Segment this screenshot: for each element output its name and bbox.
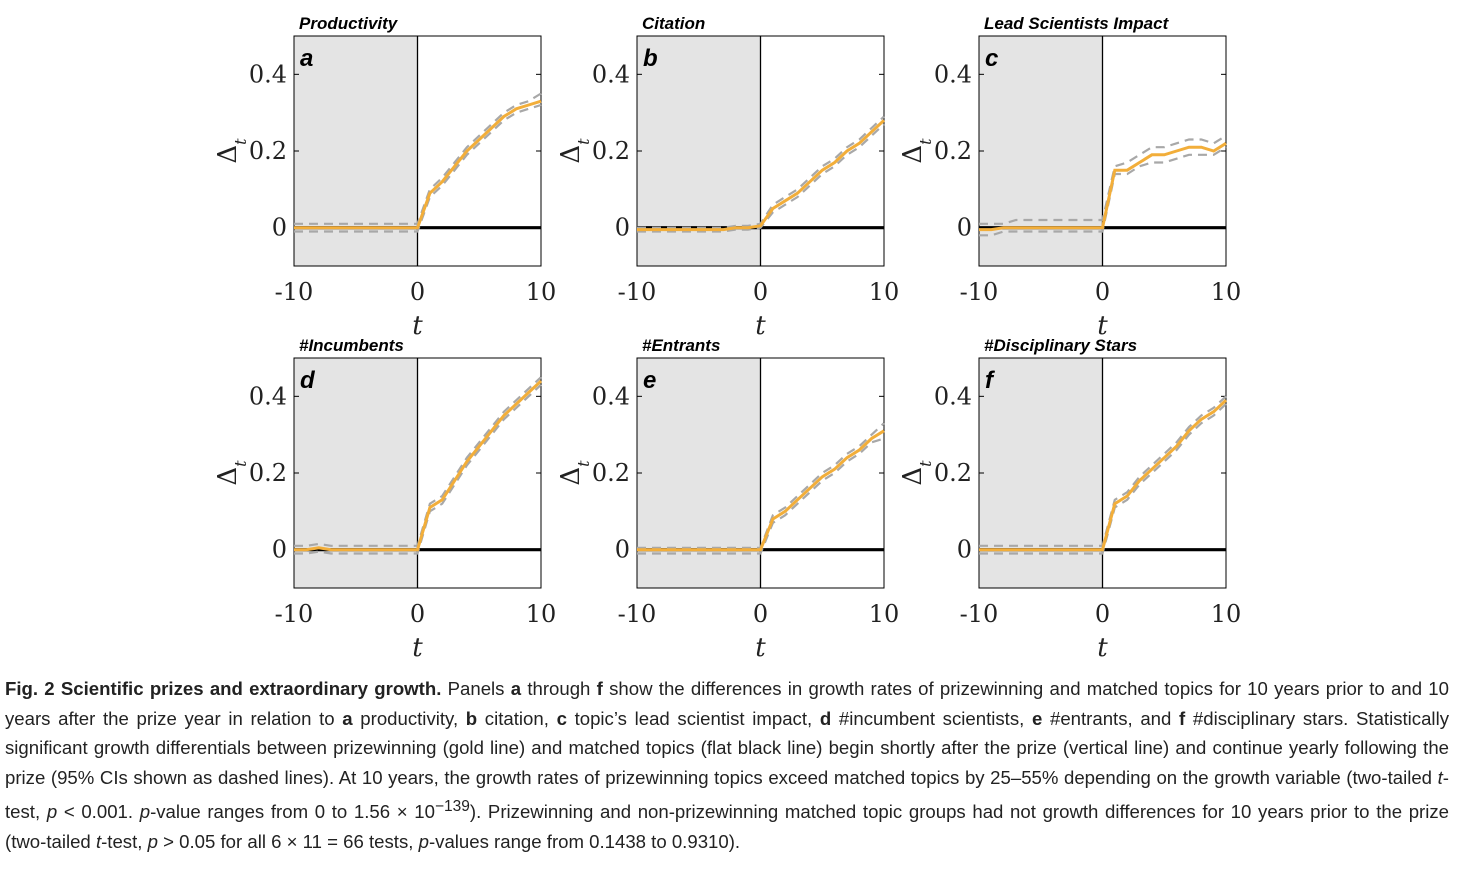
x-tick-label: 0 <box>410 278 425 306</box>
x-tick-label: 0 <box>410 600 425 628</box>
prizewinning-line <box>979 399 1228 552</box>
y-tick-label: 0 <box>957 536 972 564</box>
prizewinning-line <box>294 379 543 552</box>
panel-label: e <box>643 367 656 394</box>
x-tick-label: 0 <box>1095 278 1110 306</box>
y-axis-label: Δt <box>898 460 935 486</box>
x-axis-label: t <box>755 311 766 341</box>
x-tick-label: 10 <box>869 600 900 628</box>
x-tick-label: 10 <box>869 278 900 306</box>
x-axis-label: t <box>755 633 766 663</box>
panel-title: #Entrants <box>642 336 720 355</box>
panel-label: a <box>300 45 313 72</box>
y-axis-label: Δt <box>213 138 250 164</box>
y-tick-label: 0 <box>272 536 287 564</box>
y-axis-label: Δt <box>213 460 250 486</box>
panel-f: 0 0.2 0.4 -10 0 10 t Δt #Disciplinary Stars f <box>898 336 1241 663</box>
ci-lower-dashed-line <box>979 403 1227 555</box>
panel-title: #Disciplinary Stars <box>984 336 1137 355</box>
panel-title: Productivity <box>299 14 399 33</box>
prizewinning-line <box>637 119 886 232</box>
y-tick-label: 0 <box>615 536 630 564</box>
y-tick-label: 0.4 <box>592 382 630 410</box>
y-tick-label: 0.4 <box>249 60 287 88</box>
panel-title: Citation <box>642 14 705 33</box>
x-axis-label: t <box>1097 311 1108 341</box>
x-tick-label: 0 <box>1095 600 1110 628</box>
y-tick-label: 0 <box>957 214 972 242</box>
y-axis-label: Δt <box>898 138 935 164</box>
panel-title: Lead Scientists Impact <box>984 14 1170 33</box>
y-tick-label: 0.4 <box>249 382 287 410</box>
panel-b: 0 0.2 0.4 -10 0 10 t Δt Citation b <box>556 14 899 341</box>
x-tick-label: -10 <box>275 278 314 306</box>
panel-label: d <box>300 367 316 394</box>
x-tick-label: 10 <box>1211 600 1242 628</box>
y-tick-label: 0.4 <box>934 382 972 410</box>
panel-e: 0 0.2 0.4 -10 0 10 t Δt #Entrants e <box>556 336 899 663</box>
caption-figure-label: Fig. 2 Scientific prizes and extraordina… <box>5 678 442 699</box>
ci-lower-dashed-line <box>637 437 885 555</box>
x-axis-label: t <box>412 311 423 341</box>
x-tick-label: 10 <box>526 600 557 628</box>
ci-lower-dashed-line <box>979 146 1227 237</box>
y-tick-label: 0.4 <box>934 60 972 88</box>
x-tick-label: -10 <box>960 278 999 306</box>
panel-d: 0 0.2 0.4 -10 0 10 t Δt #Incumbents d <box>213 336 556 663</box>
x-tick-label: -10 <box>618 600 657 628</box>
x-axis-label: t <box>1097 633 1108 663</box>
ci-lower-dashed-line <box>294 383 542 555</box>
figure-caption: Fig. 2 Scientific prizes and extraordina… <box>5 678 1450 853</box>
x-tick-label: -10 <box>618 278 657 306</box>
y-tick-label: 0.2 <box>249 137 287 165</box>
prizewinning-line <box>294 99 542 230</box>
x-tick-label: 10 <box>1211 278 1242 306</box>
y-axis-label: Δt <box>556 460 593 486</box>
x-tick-label: -10 <box>275 600 314 628</box>
y-tick-label: 0.2 <box>592 459 630 487</box>
x-axis-label: t <box>412 633 423 663</box>
ci-upper-dashed-line <box>979 134 1227 225</box>
y-tick-label: 0.2 <box>934 137 972 165</box>
y-tick-label: 0.2 <box>934 459 972 487</box>
panel-label: c <box>985 45 998 72</box>
y-tick-label: 0 <box>615 214 630 242</box>
x-tick-label: 0 <box>753 600 768 628</box>
y-tick-label: 0.2 <box>249 459 287 487</box>
panel-c: 0 0.2 0.4 -10 0 10 t Δt Lead Scientists Impact c <box>898 14 1241 341</box>
ci-lower-dashed-line <box>294 103 542 233</box>
panel-title: #Incumbents <box>299 336 404 355</box>
x-tick-label: -10 <box>960 600 999 628</box>
panel-label: b <box>643 45 658 72</box>
ci-lower-dashed-line <box>637 123 885 233</box>
y-tick-label: 0 <box>272 214 287 242</box>
prizewinning-line <box>637 429 885 552</box>
panel-a: 0 0.2 0.4 -10 0 10 t Δt Productivity a <box>213 14 556 341</box>
y-axis-label: Δt <box>556 138 593 164</box>
x-tick-label: 10 <box>526 278 557 306</box>
y-tick-label: 0.4 <box>592 60 630 88</box>
prizewinning-line <box>979 142 1227 232</box>
x-tick-label: 0 <box>753 278 768 306</box>
y-tick-label: 0.2 <box>592 137 630 165</box>
panel-label: f <box>985 367 995 394</box>
